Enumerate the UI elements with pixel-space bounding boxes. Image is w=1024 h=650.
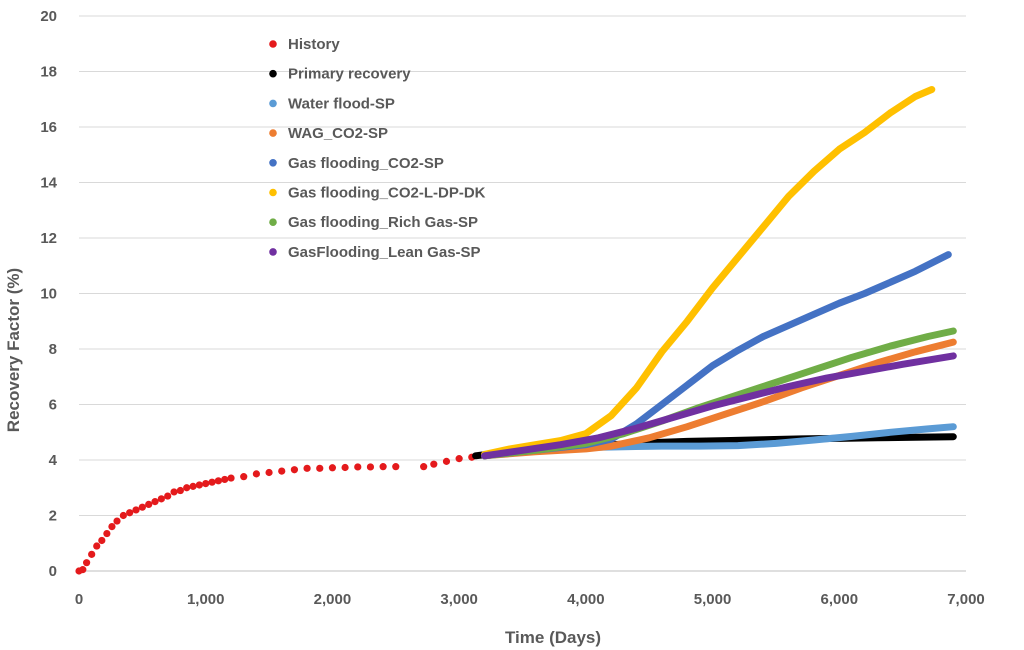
y-tick-label: 18	[40, 64, 57, 81]
legend-label: Primary recovery	[288, 66, 411, 83]
legend: History Primary recovery Water flood-SP WAG…	[269, 36, 486, 261]
history-point	[145, 500, 153, 508]
legend-marker	[269, 188, 277, 197]
legend-marker	[269, 248, 277, 256]
data-series	[75, 86, 957, 575]
history-point	[328, 464, 337, 472]
history-point	[195, 481, 203, 489]
x-tick-label: 3,000	[440, 591, 478, 608]
history-point	[278, 467, 286, 475]
legend-label: Gas flooding_CO2-L-DP-DK	[288, 185, 486, 202]
x-tick-label: 0	[75, 591, 83, 608]
history-point	[126, 509, 134, 517]
tick-labels: 0 2 4 6 8 10 12 14 16 18 20 0 1,000 2,000 3,000 4,000 5,…	[40, 8, 984, 608]
x-tick-label: 4,000	[567, 591, 605, 608]
x-tick-label: 1,000	[187, 591, 225, 608]
history-point	[202, 479, 210, 488]
history-point	[240, 473, 248, 481]
y-tick-label: 2	[49, 508, 57, 525]
gridlines	[79, 15, 966, 516]
history-point	[290, 466, 299, 474]
legend-label: History	[288, 36, 340, 53]
x-axis-title: Time (Days)	[505, 628, 601, 647]
history-point	[316, 464, 324, 472]
series-8	[481, 352, 957, 460]
legend-marker	[269, 69, 277, 78]
history-point	[366, 463, 375, 471]
series-line	[481, 352, 957, 460]
history-point	[442, 457, 451, 465]
history-point	[164, 492, 172, 500]
series-1	[75, 453, 476, 575]
x-tick-label: 5,000	[694, 591, 732, 608]
y-tick-label: 0	[49, 563, 57, 580]
legend-marker	[269, 159, 277, 167]
history-point	[157, 495, 165, 503]
history-point	[455, 455, 463, 463]
history-point	[93, 542, 101, 550]
series-6	[481, 86, 936, 458]
history-point	[103, 529, 111, 538]
legend-marker	[269, 40, 277, 48]
history-point	[420, 463, 428, 471]
history-point	[227, 474, 235, 482]
history-point	[303, 464, 311, 472]
history-point	[430, 460, 438, 468]
y-tick-label: 4	[49, 452, 58, 469]
history-point	[119, 511, 127, 520]
y-tick-label: 8	[49, 341, 57, 358]
history-point	[79, 566, 87, 574]
history-point	[392, 463, 400, 471]
legend-label: GasFlooding_Lean Gas-SP	[288, 244, 481, 261]
legend-label: Gas flooding_CO2-SP	[288, 155, 444, 172]
history-point	[354, 463, 362, 471]
y-tick-label: 14	[40, 175, 57, 192]
history-point	[214, 477, 222, 485]
x-tick-label: 7,000	[947, 591, 985, 608]
history-point	[265, 468, 273, 477]
history-point	[83, 559, 91, 567]
series-4	[481, 338, 957, 460]
y-tick-label: 6	[49, 397, 57, 414]
history-point	[132, 506, 140, 514]
y-tick-label: 16	[40, 119, 57, 136]
history-point	[176, 486, 184, 495]
history-point	[189, 482, 197, 490]
x-tick-label: 6,000	[821, 591, 859, 608]
x-tick-label: 2,000	[314, 591, 352, 608]
series-line	[481, 338, 957, 460]
history-point	[108, 523, 116, 531]
legend-marker	[269, 99, 277, 108]
y-tick-label: 20	[40, 8, 57, 25]
history-point	[98, 536, 106, 545]
y-tick-label: 10	[40, 286, 57, 303]
history-point	[88, 550, 96, 558]
history-point	[151, 498, 159, 506]
y-tick-label: 12	[40, 230, 57, 247]
series-line	[481, 86, 936, 458]
y-axis-title: Recovery Factor (%)	[4, 268, 23, 432]
legend-label: Gas flooding_Rich Gas-SP	[288, 214, 478, 231]
history-point	[138, 503, 146, 511]
history-point	[252, 470, 260, 478]
legend-label: Water flood-SP	[288, 95, 395, 112]
history-point	[183, 484, 191, 492]
history-point	[170, 488, 178, 496]
legend-marker	[269, 129, 277, 137]
history-point	[208, 478, 216, 486]
legend-label: WAG_CO2-SP	[288, 125, 388, 142]
legend-marker	[269, 218, 277, 226]
history-point	[113, 517, 121, 525]
history-point	[379, 463, 387, 471]
history-point	[341, 463, 349, 472]
history-point	[221, 475, 229, 484]
